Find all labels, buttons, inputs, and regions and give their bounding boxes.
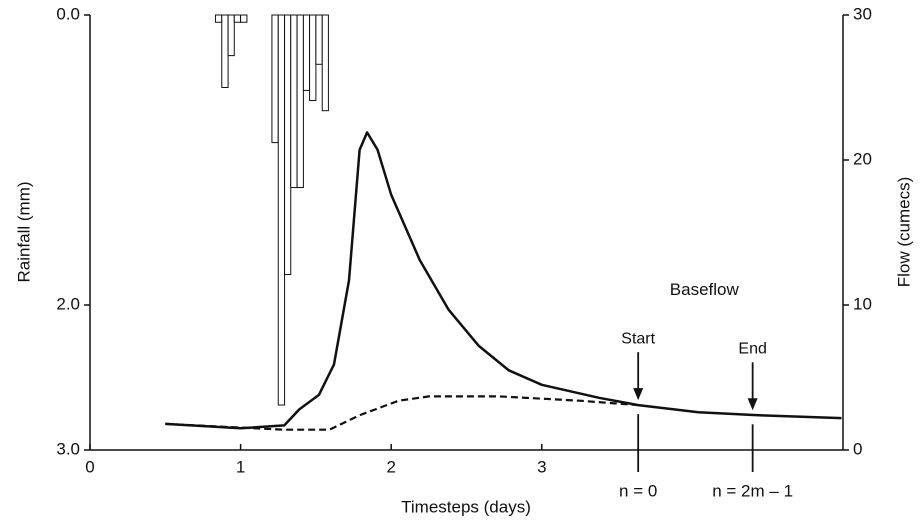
rainfall-bar [233,14,242,23]
marker-index-label: n = 0 [619,481,657,500]
x-tick-label: 0 [85,457,94,476]
rainfall-bar [296,14,304,189]
rainfall-bar [321,14,329,112]
rainfall-bar [221,14,229,88]
marker-index-label: n = 2m – 1 [712,481,793,500]
x-tick-label: 2 [386,457,395,476]
y-tick-label: 0.0 [56,4,80,23]
marker-label: End [738,341,766,358]
y2-tick-label: 20 [853,149,872,168]
rainfall-bar [277,14,286,406]
rainfall-bar [271,14,279,144]
marker-label: Start [621,330,655,347]
y2-axis-title: Flow (cumecs) [894,177,913,288]
y-tick-label: 2.0 [56,294,80,313]
rainfall-bar [315,14,323,65]
baseflow-line [165,395,639,431]
rainfall-bar [240,14,248,23]
y2-tick-label: 30 [853,4,872,23]
rainfall-bar [309,14,317,102]
y2-tick-label: 10 [853,294,872,313]
y-axis-title: Rainfall (mm) [14,181,33,282]
rainfall-bar [290,14,298,189]
rainfall-bar [284,14,292,276]
marker-arrowhead [747,398,758,411]
rainfall-bar [214,14,223,23]
y-tick-label: 3.0 [56,439,80,458]
rainfall-bar [302,14,311,91]
y2-tick-label: 0 [853,439,862,458]
x-tick-label: 1 [236,457,245,476]
x-axis-title: Timesteps (days) [401,497,531,516]
marker-arrowhead [633,388,644,401]
rainfall-bar [227,14,235,57]
flow-line [165,131,842,430]
x-tick-label: 3 [537,457,546,476]
annotation: Baseflow [670,280,740,299]
